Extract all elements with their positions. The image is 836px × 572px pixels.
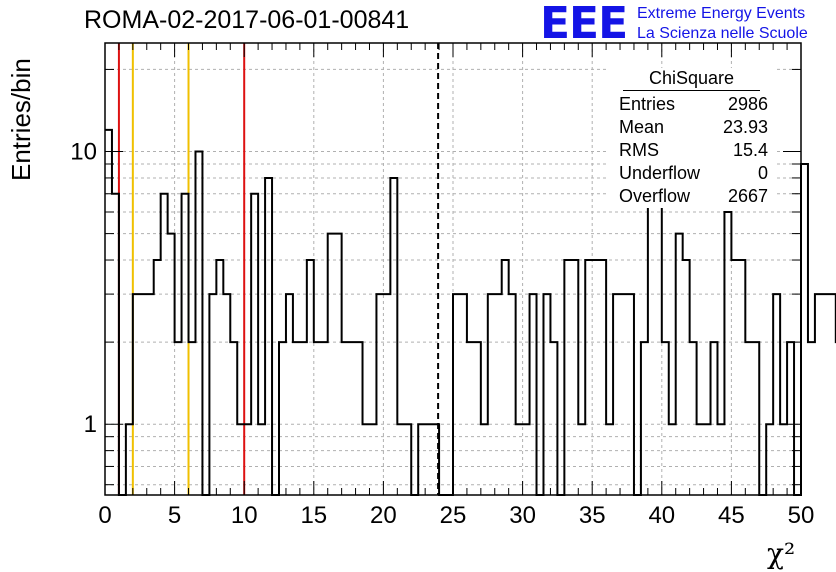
stats-row-rms: RMS 15.4	[609, 139, 774, 162]
statistics-box-title: ChiSquare	[623, 68, 760, 91]
y-tick-label: 1	[84, 411, 97, 438]
x-axis-ticks: 0 5 10 15 20 25 30 35 40 45 50	[98, 43, 814, 529]
x-tick-label: 10	[231, 502, 258, 529]
stats-value: 23.93	[722, 117, 768, 137]
x-tick-label: 15	[300, 502, 327, 529]
stats-row-overflow: Overflow 2667	[609, 185, 774, 208]
histogram-step-line	[105, 128, 836, 496]
eee-logo-text: EEE	[540, 0, 628, 49]
x-tick-label: 20	[370, 502, 397, 529]
stats-value: 2667	[727, 186, 768, 206]
stats-label: Overflow	[619, 186, 691, 206]
x-tick-label: 5	[168, 502, 181, 529]
x-tick-label: 45	[718, 502, 745, 529]
stats-label: RMS	[619, 140, 659, 160]
statistics-box: ChiSquare Entries 2986 Mean 23.93 RMS 15…	[609, 68, 774, 208]
stats-label: Underflow	[619, 163, 701, 183]
x-axis-label: χ²	[767, 537, 796, 570]
org-name-line2: La Scienza nelle Scuole	[637, 25, 808, 42]
y-tick-label: 10	[70, 139, 97, 166]
stats-value: 15.4	[732, 140, 768, 160]
histogram-series	[105, 128, 836, 496]
y-axis-ticks: 1 10	[70, 68, 801, 486]
run-title: ROMA-02-2017-06-01-00841	[84, 6, 410, 34]
stats-row-mean: Mean 23.93	[609, 116, 774, 139]
org-name-line1: Extreme Energy Events	[637, 5, 806, 22]
stats-row-entries: Entries 2986	[609, 93, 774, 116]
x-tick-label: 25	[440, 502, 467, 529]
x-tick-label: 0	[98, 502, 111, 529]
stats-label: Mean	[619, 117, 665, 137]
stats-row-underflow: Underflow 0	[609, 162, 774, 185]
stats-value: 2986	[727, 94, 768, 114]
x-tick-label: 40	[648, 502, 675, 529]
x-tick-label: 35	[579, 502, 606, 529]
x-tick-label: 30	[509, 502, 536, 529]
y-axis-label: Entries/bin	[6, 58, 36, 181]
stats-label: Entries	[619, 94, 676, 114]
x-tick-label: 50	[788, 502, 815, 529]
stats-value: 0	[757, 163, 768, 183]
